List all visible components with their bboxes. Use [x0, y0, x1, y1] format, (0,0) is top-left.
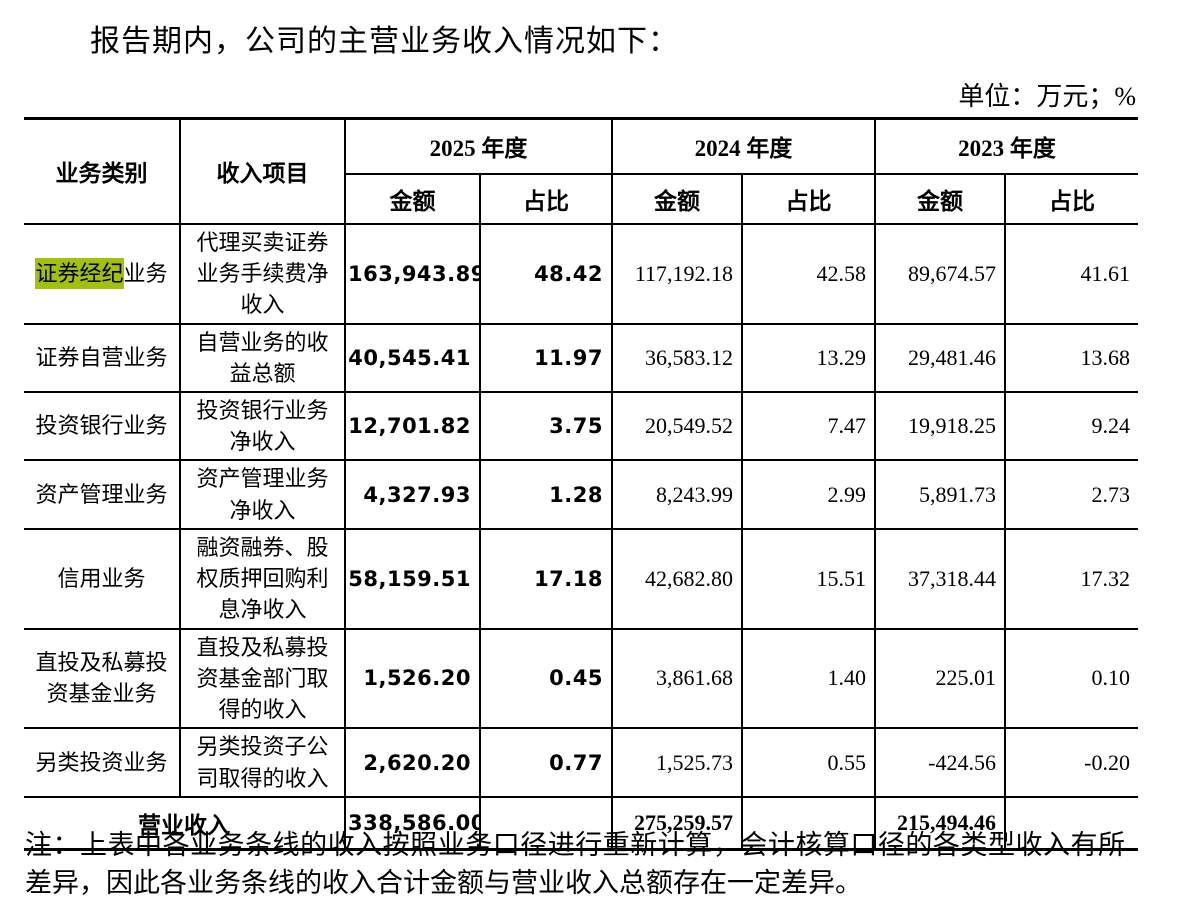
header-ratio-2023: 占比 — [1004, 172, 1138, 225]
table-row: 另类投资业务 另类投资子公司取得的收入 2,620.20 0.77 1,525.… — [24, 727, 1138, 798]
total-amount-2025: 338,586.00 — [344, 795, 481, 851]
amount-2025: 40,545.41 — [344, 322, 481, 393]
total-ratio-2025 — [479, 795, 613, 851]
amount-2023: -424.56 — [874, 727, 1006, 798]
header-row-years: 业务类别 收入项目 2025 年度 2024 年度 2023 年度 — [24, 117, 1138, 225]
total-row: 营业收入 338,586.00 275,259.57 215,494.46 — [24, 795, 1138, 851]
amount-2023: 5,891.73 — [874, 459, 1006, 530]
ratio-2024: 13.29 — [741, 322, 876, 393]
header-amount-2025: 金额 — [344, 172, 481, 225]
header-row-measures: 金额 占比 金额 占比 金额 占比 — [24, 172, 1138, 225]
amount-2024: 117,192.18 — [611, 222, 743, 325]
header-amount-2024: 金额 — [611, 172, 743, 225]
table-row: 直投及私募投资基金业务 直投及私募投资基金部门取得的收入 1,526.20 0.… — [24, 627, 1138, 730]
ratio-2024: 0.55 — [741, 727, 876, 798]
total-label: 营业收入 — [24, 795, 346, 851]
header-year-2025: 2025 年度 — [344, 117, 613, 175]
amount-2025: 12,701.82 — [344, 390, 481, 462]
row-category: 直投及私募投资基金业务 — [24, 627, 181, 730]
ratio-2024: 7.47 — [741, 390, 876, 462]
ratio-2023: 0.10 — [1004, 627, 1138, 730]
ratio-2023: 13.68 — [1004, 322, 1138, 393]
row-category: 另类投资业务 — [24, 727, 181, 798]
header-revenue-item: 收入项目 — [179, 117, 346, 225]
amount-2025: 4,327.93 — [344, 459, 481, 530]
table-row: 信用业务 融资融券、股权质押回购利息净收入 58,159.51 17.18 42… — [24, 527, 1138, 630]
amount-2023: 225.01 — [874, 627, 1006, 730]
highlighted-text: 证券经纪 — [35, 257, 124, 289]
amount-2024: 8,243.99 — [611, 459, 743, 530]
ratio-2024: 42.58 — [741, 222, 876, 325]
amount-2025: 2,620.20 — [344, 727, 481, 798]
amount-2023: 89,674.57 — [874, 222, 1006, 325]
header-ratio-2025: 占比 — [479, 172, 613, 225]
row-item: 资产管理业务净收入 — [179, 459, 346, 530]
row-item: 代理买卖证券业务手续费净收入 — [179, 222, 346, 325]
table-row: 证券自营业务 自营业务的收益总额 40,545.41 11.97 36,583.… — [24, 322, 1138, 393]
header-business-category: 业务类别 — [24, 117, 181, 225]
amount-2025: 1,526.20 — [344, 627, 481, 730]
row-item: 融资融券、股权质押回购利息净收入 — [179, 527, 346, 630]
amount-2023: 19,918.25 — [874, 390, 1006, 462]
amount-2025: 58,159.51 — [344, 527, 481, 630]
amount-2024: 36,583.12 — [611, 322, 743, 393]
table-row: 资产管理业务 资产管理业务净收入 4,327.93 1.28 8,243.99 … — [24, 459, 1138, 530]
row-category: 证券经纪业务 — [24, 222, 181, 325]
ratio-2023: 2.73 — [1004, 459, 1138, 530]
header-ratio-2024: 占比 — [741, 172, 876, 225]
row-item: 自营业务的收益总额 — [179, 322, 346, 393]
footnote: 注：上表中各业务条线的收入按照业务口径进行重新计算，会计核算口径的各类型收入有所… — [25, 830, 1125, 899]
amount-2023: 37,318.44 — [874, 527, 1006, 630]
row-item: 另类投资子公司取得的收入 — [179, 727, 346, 798]
row-item: 直投及私募投资基金部门取得的收入 — [179, 627, 346, 730]
total-amount-2023: 215,494.46 — [874, 795, 1006, 851]
amount-2024: 20,549.52 — [611, 390, 743, 462]
ratio-2024: 2.99 — [741, 459, 876, 530]
unit-label: 单位：万元；% — [958, 82, 1136, 111]
header-amount-2023: 金额 — [874, 172, 1006, 225]
revenue-table: 业务类别 收入项目 2025 年度 2024 年度 2023 年度 金额 占比 … — [24, 117, 1138, 852]
page-title: 报告期内，公司的主营业务收入情况如下： — [90, 25, 679, 58]
ratio-2024: 1.40 — [741, 627, 876, 730]
amount-2024: 3,861.68 — [611, 627, 743, 730]
amount-2024: 42,682.80 — [611, 527, 743, 630]
ratio-2025: 48.42 — [479, 222, 613, 325]
ratio-2023: 41.61 — [1004, 222, 1138, 325]
row-category: 证券自营业务 — [24, 322, 181, 393]
header-year-2023: 2023 年度 — [874, 117, 1138, 175]
ratio-2025: 17.18 — [479, 527, 613, 630]
ratio-2025: 0.45 — [479, 627, 613, 730]
ratio-2023: 17.32 — [1004, 527, 1138, 630]
ratio-2025: 11.97 — [479, 322, 613, 393]
header-year-2024: 2024 年度 — [611, 117, 876, 175]
row-category: 信用业务 — [24, 527, 181, 630]
table-row: 投资银行业务 投资银行业务净收入 12,701.82 3.75 20,549.5… — [24, 390, 1138, 462]
ratio-2024: 15.51 — [741, 527, 876, 630]
category-tail: 业务 — [123, 260, 168, 286]
row-category: 投资银行业务 — [24, 390, 181, 462]
row-category: 资产管理业务 — [24, 459, 181, 530]
total-ratio-2024 — [741, 795, 876, 851]
ratio-2025: 1.28 — [479, 459, 613, 530]
ratio-2023: 9.24 — [1004, 390, 1138, 462]
row-item: 投资银行业务净收入 — [179, 390, 346, 462]
total-ratio-2023 — [1004, 795, 1138, 851]
table-row: 证券经纪业务 代理买卖证券业务手续费净收入 163,943.89 48.42 1… — [24, 222, 1138, 325]
amount-2024: 1,525.73 — [611, 727, 743, 798]
ratio-2025: 3.75 — [479, 390, 613, 462]
total-amount-2024: 275,259.57 — [611, 795, 743, 851]
amount-2025: 163,943.89 — [344, 222, 481, 325]
ratio-2025: 0.77 — [479, 727, 613, 798]
amount-2023: 29,481.46 — [874, 322, 1006, 393]
ratio-2023: -0.20 — [1004, 727, 1138, 798]
